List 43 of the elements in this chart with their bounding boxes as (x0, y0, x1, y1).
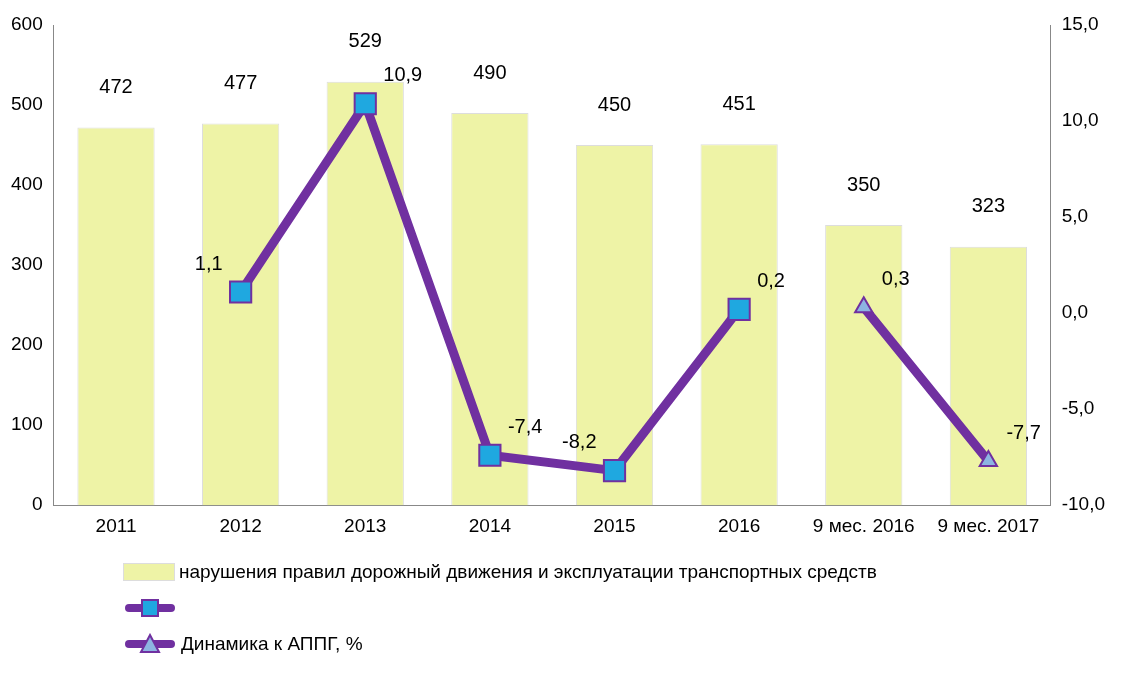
y-tick-label: 500 (11, 93, 43, 115)
legend-label: нарушения правил дорожный движения и эксплуатации транспортных средств (179, 561, 877, 583)
data-label: 0,3 (881, 266, 910, 289)
data-label: -7,7 (1006, 420, 1041, 443)
point (478, 443, 502, 467)
point (727, 297, 751, 321)
point (602, 459, 627, 483)
y-tick-label: 200 (11, 333, 43, 355)
legend-label: Динамика к АППГ, % (181, 633, 363, 655)
data-label: 490 (473, 60, 507, 83)
y-tick-label: 400 (11, 173, 43, 195)
data-label: 477 (223, 70, 258, 93)
y-tick-label: 600 (11, 13, 43, 35)
y-tick-label: 300 (11, 253, 43, 275)
y2-tick-label: -5,0 (1061, 397, 1095, 419)
x-tick-label: 2015 (593, 514, 636, 536)
x-tick-label: 2012 (219, 514, 262, 536)
data-label: 451 (722, 91, 756, 114)
y2-tick-label: 15,0 (1061, 13, 1099, 35)
point (353, 92, 377, 116)
data-label: 472 (99, 74, 133, 97)
x-tick-label: 9 мес. 2017 (937, 514, 1040, 536)
data-label: 0,2 (757, 268, 785, 291)
y2-tick-label: 5,0 (1061, 205, 1089, 227)
data-label: -7,4 (507, 414, 543, 437)
x-tick-label: 2016 (717, 514, 761, 536)
data-label: 450 (597, 92, 632, 115)
y-tick-label: 100 (11, 413, 43, 435)
x-tick-label: 2014 (468, 514, 512, 536)
data-label: -8,2 (562, 430, 597, 453)
y-tick-label: 0 (32, 493, 43, 515)
x-tick-label: 2011 (95, 514, 137, 536)
x-tick-label: 2013 (344, 514, 387, 536)
y2-tick-label: 0,0 (1061, 301, 1089, 323)
y2-tick-label: -10,0 (1061, 493, 1106, 515)
point (229, 280, 253, 304)
data-label: 350 (847, 172, 881, 195)
x-tick-label: 9 мес. 2016 (812, 514, 915, 536)
data-label: 529 (348, 29, 382, 52)
data-label: 1,1 (194, 251, 223, 274)
data-label: 10,9 (383, 63, 423, 86)
data-label: 323 (971, 194, 1006, 217)
y2-tick-label: 10,0 (1061, 109, 1099, 131)
